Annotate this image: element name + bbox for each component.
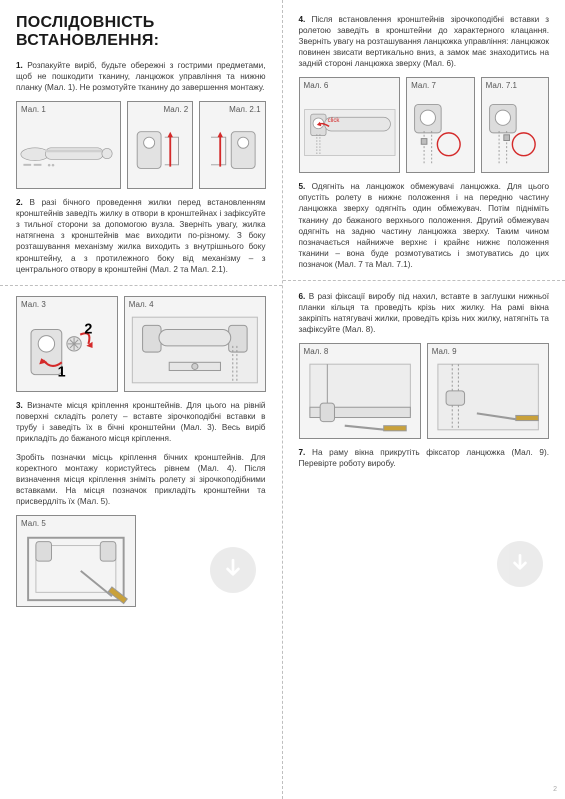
figure-row-3: Мал. 5 [16, 515, 266, 607]
figure-1: Мал. 1 [16, 101, 121, 189]
figure-1-svg [17, 114, 120, 188]
figure-2-1: Мал. 2.1 [199, 101, 265, 189]
paragraph-6-text: В разі фіксації виробу під нахил, вставт… [299, 292, 550, 334]
figure-row-2: Мал. 3 2 1 [16, 296, 266, 392]
figure-row-1: Мал. 1 Мал. 2 [16, 101, 266, 189]
paragraph-2-text: В разі бічного проведення жилки перед вс… [16, 198, 266, 273]
paragraph-7-text: На раму вікна прикрутіть фіксатор ланцюж… [299, 448, 549, 468]
left-column: ПОСЛІДОВНІСТЬ ВСТАНОВЛЕННЯ: 1. Розпакуйт… [0, 0, 283, 799]
figure-2: Мал. 2 [127, 101, 193, 189]
figure-6-caption: Мал. 6 [304, 81, 329, 90]
paragraph-1-text: Розпакуйте виріб, будьте обережні з гост… [16, 61, 266, 92]
watermark-container-right [299, 477, 550, 597]
figure-4: Мал. 4 [124, 296, 266, 392]
figure-9: Мал. 9 [427, 343, 549, 439]
step-number-3: 3. [16, 401, 23, 410]
figure-3-svg: 2 1 [17, 309, 117, 391]
svg-text:1: 1 [58, 364, 66, 380]
paragraph-1: 1. Розпакуйте виріб, будьте обережні з г… [16, 60, 266, 93]
horizontal-divider-left [0, 285, 282, 286]
paragraph-5-text: Одягніть на ланцюжок обмежувачі ланцюжка… [299, 182, 550, 268]
figure-7-1: Мал. 7.1 [481, 77, 549, 173]
paragraph-4-text: Після встановлення кронштейнів зірочкопо… [299, 15, 550, 68]
figure-5-caption: Мал. 5 [21, 519, 46, 528]
paragraph-5: 5. Одягніть на ланцюжок обмежувачі ланцю… [299, 181, 550, 270]
figure-2-svg [128, 114, 192, 188]
paragraph-3b-text: Зробіть позначки місць кріплення бічних … [16, 453, 266, 506]
figure-9-svg [428, 356, 548, 438]
figure-7-1-caption: Мал. 7.1 [486, 81, 517, 90]
figure-1-caption: Мал. 1 [21, 105, 46, 114]
paragraph-3a-text: Визначте місця кріплення кронштейнів. Дл… [16, 401, 266, 443]
svg-text:click: click [327, 117, 340, 124]
svg-text:2: 2 [84, 321, 92, 337]
figure-7-caption: Мал. 7 [411, 81, 436, 90]
paragraph-3a: 3. Визначте місця кріплення кронштейнів.… [16, 400, 266, 444]
figure-2-1-svg [200, 114, 264, 188]
watermark-icon [497, 541, 543, 587]
paragraph-4: 4. Після встановлення кронштейнів зірочк… [299, 14, 550, 69]
figure-3-caption: Мал. 3 [21, 300, 46, 309]
figure-5: Мал. 5 [16, 515, 136, 607]
horizontal-divider-right [283, 280, 565, 281]
figure-6-svg: click [300, 90, 400, 172]
figure-7-svg [407, 90, 473, 172]
step-number-5: 5. [299, 182, 306, 191]
figure-2-1-caption: Мал. 2.1 [229, 105, 260, 114]
figure-7: Мал. 7 [406, 77, 474, 173]
figure-row-4: Мал. 6 click Мал. 7 [299, 77, 550, 173]
figure-2-caption: Мал. 2 [163, 105, 188, 114]
figure-4-svg [125, 309, 265, 391]
figure-5-svg [17, 528, 135, 606]
step-number-2: 2. [16, 198, 23, 207]
watermark-icon [210, 547, 256, 593]
figure-7-1-svg [482, 90, 548, 172]
figure-8: Мал. 8 [299, 343, 421, 439]
figure-3: Мал. 3 2 1 [16, 296, 118, 392]
paragraph-2: 2. В разі бічного проведення жилки перед… [16, 197, 266, 274]
step-number-4: 4. [299, 15, 306, 24]
figure-9-caption: Мал. 9 [432, 347, 457, 356]
figure-8-svg [300, 356, 420, 438]
figure-8-caption: Мал. 8 [304, 347, 329, 356]
step-number-1: 1. [16, 61, 23, 70]
step-number-6: 6. [299, 292, 306, 301]
page: ПОСЛІДОВНІСТЬ ВСТАНОВЛЕННЯ: 1. Розпакуйт… [0, 0, 565, 799]
paragraph-7: 7. На раму вікна прикрутіть фіксатор лан… [299, 447, 550, 469]
page-number: 2 [553, 786, 557, 793]
figure-row-5: Мал. 8 Мал. 9 [299, 343, 550, 439]
step-number-7: 7. [299, 448, 306, 457]
watermark-container-left [142, 515, 266, 607]
paragraph-3b: Зробіть позначки місць кріплення бічних … [16, 452, 266, 507]
paragraph-6: 6. В разі фіксації виробу під нахил, вст… [299, 291, 550, 335]
right-column: 4. Після встановлення кронштейнів зірочк… [283, 0, 565, 799]
figure-4-caption: Мал. 4 [129, 300, 154, 309]
page-title: ПОСЛІДОВНІСТЬ ВСТАНОВЛЕННЯ: [16, 14, 266, 50]
figure-6: Мал. 6 click [299, 77, 401, 173]
